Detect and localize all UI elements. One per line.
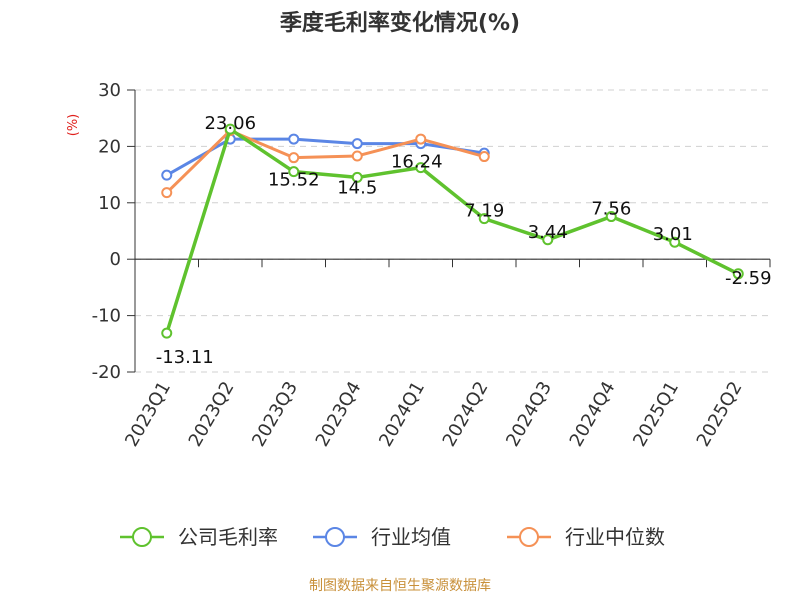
- data-point: [415, 133, 427, 145]
- data-label: 15.52: [268, 170, 320, 191]
- data-point: [288, 166, 300, 178]
- series-line: [165, 129, 485, 194]
- series-lines: [161, 123, 744, 339]
- data-labels: -13.11 23.06 15.52 14.5 16.24 7.19 3.44 7.56 3.0…: [156, 113, 772, 368]
- data-label: 3.44: [528, 222, 568, 243]
- data-label: -13.11: [156, 347, 214, 368]
- legend-label: 行业中位数: [565, 525, 665, 549]
- data-point: [351, 171, 363, 183]
- x-tick-label: 2025Q1: [629, 378, 683, 450]
- data-point: [478, 213, 490, 225]
- series-line: [166, 137, 485, 177]
- legend-item: 公司毛利率: [120, 525, 278, 549]
- data-point: [224, 123, 236, 135]
- y-tick-labels: 30 20 10 0 -10 -20: [92, 80, 121, 383]
- data-point: [351, 150, 363, 162]
- legend-label: 公司毛利率: [178, 525, 278, 549]
- legend-marker: [519, 527, 539, 547]
- series-1: [161, 133, 490, 181]
- data-point: [351, 138, 363, 150]
- chart-title: 季度毛利率变化情况(%): [280, 10, 520, 36]
- x-tick-label: 2024Q1: [375, 378, 429, 450]
- data-point: [288, 152, 300, 164]
- y-axis-unit: (%): [66, 114, 81, 137]
- x-tick-label: 2025Q2: [693, 378, 747, 450]
- x-tick-label: 2023Q3: [248, 378, 302, 450]
- data-point: [161, 169, 173, 181]
- data-label: -2.59: [725, 268, 772, 289]
- x-axis: [134, 258, 771, 268]
- x-tick-label: 2023Q2: [185, 378, 239, 450]
- x-tick-label: 2023Q1: [121, 378, 175, 450]
- data-label: 16.24: [391, 152, 443, 173]
- data-point: [669, 236, 681, 248]
- y-tick-label: 30: [98, 80, 121, 101]
- y-tick-label: -20: [92, 362, 121, 383]
- source-note: 制图数据来自恒生聚源数据库: [309, 578, 491, 594]
- data-point: [478, 151, 490, 163]
- data-point: [732, 268, 744, 280]
- data-point: [161, 187, 173, 199]
- x-tick-label: 2024Q2: [439, 378, 493, 450]
- data-point: [415, 162, 427, 174]
- series-line: [165, 127, 740, 334]
- x-tick-label: 2024Q3: [502, 378, 556, 450]
- data-point: [605, 211, 617, 223]
- data-label: 3.01: [653, 224, 693, 245]
- x-tick-label: 2023Q4: [312, 378, 366, 450]
- legend-marker: [132, 527, 152, 547]
- y-tick-label: 0: [110, 249, 121, 270]
- y-tick-label: -10: [92, 306, 121, 327]
- data-label: 23.06: [204, 113, 256, 134]
- data-label: 14.5: [337, 177, 377, 198]
- data-point: [288, 133, 300, 145]
- legend-label: 行业均值: [371, 525, 451, 549]
- data-point: [542, 234, 554, 246]
- data-label: 7.19: [464, 201, 504, 222]
- legend: 公司毛利率 行业均值 行业中位数: [120, 525, 665, 549]
- y-tick-label: 10: [98, 193, 121, 214]
- legend-marker: [325, 527, 345, 547]
- y-tick-label: 20: [98, 136, 121, 157]
- data-point: [161, 327, 173, 339]
- x-tick-label: 2024Q4: [566, 378, 620, 450]
- series-0: [161, 123, 744, 339]
- legend-item: 行业中位数: [507, 525, 665, 549]
- legend-item: 行业均值: [313, 525, 451, 549]
- x-tick-labels: 2023Q1 2023Q2 2023Q3 2023Q4 2024Q1 2024Q2 2024…: [121, 378, 746, 450]
- data-label: 7.56: [591, 199, 631, 220]
